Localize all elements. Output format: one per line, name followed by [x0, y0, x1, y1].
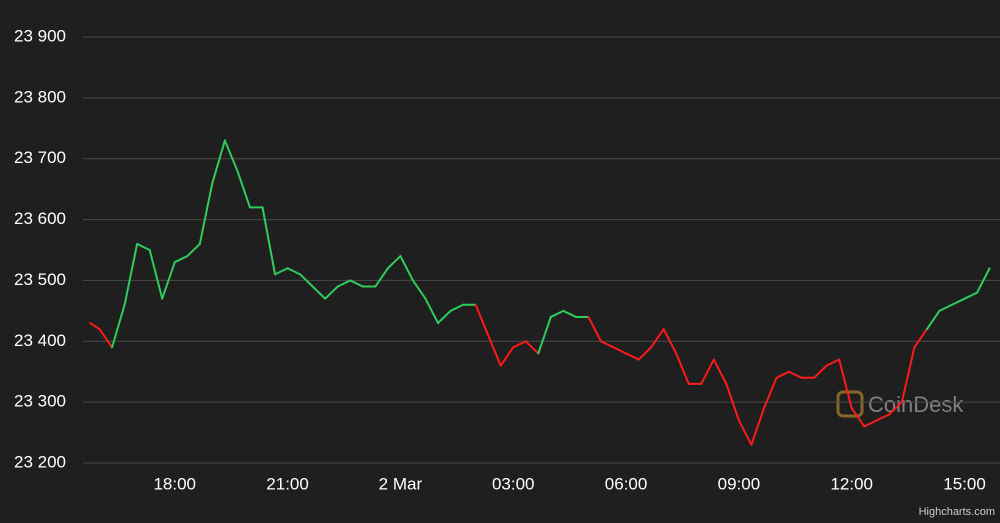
price-segment: [89, 322, 101, 331]
price-segment: [938, 303, 954, 312]
price-segment: [951, 297, 966, 306]
price-segment: [186, 242, 201, 258]
price-segment: [562, 309, 577, 318]
price-segment: [750, 407, 765, 446]
price-segment: [825, 358, 841, 367]
price-segment: [712, 358, 728, 385]
price-segment: [411, 279, 427, 300]
price-segment: [474, 303, 490, 337]
x-tick-label: 09:00: [718, 474, 761, 493]
price-segment: [549, 309, 565, 318]
price-segment: [512, 340, 527, 349]
price-segment: [612, 346, 628, 355]
price-segment: [775, 370, 791, 379]
price-segment: [487, 334, 502, 367]
price-segment: [211, 139, 226, 185]
price-segment: [449, 303, 465, 312]
x-tick-label: 18:00: [153, 474, 196, 493]
price-segment: [198, 182, 214, 245]
price-segment: [788, 370, 803, 379]
price-segment: [424, 297, 440, 325]
price-segment: [98, 328, 114, 349]
x-tick-label: 2 Mar: [379, 474, 423, 493]
x-tick-label: 21:00: [266, 474, 309, 493]
price-segment: [399, 255, 414, 282]
price-segment: [625, 352, 640, 361]
y-tick-label: 23 400: [14, 331, 66, 350]
credits: Highcharts.com: [919, 506, 995, 518]
y-tick-label: 23 800: [14, 87, 66, 106]
price-segment: [374, 267, 389, 288]
price-segment: [700, 358, 715, 385]
price-segment: [524, 340, 540, 355]
price-segment: [875, 413, 891, 422]
price-segment: [850, 407, 866, 428]
price-segment: [437, 309, 452, 325]
price-segment: [286, 267, 302, 276]
y-tick-label: 23 700: [14, 148, 66, 167]
price-segment: [349, 279, 364, 288]
price-segment: [725, 382, 740, 422]
watermark-logo: CoinDesk: [836, 390, 964, 418]
price-segment: [662, 328, 678, 355]
price-segment: [499, 346, 515, 367]
price-segment: [311, 285, 327, 300]
price-segment: [537, 315, 552, 355]
price-segment: [336, 279, 352, 288]
price-segment: [386, 255, 402, 270]
price-segment: [136, 242, 151, 251]
x-tick-label: 12:00: [830, 474, 873, 493]
price-segment: [299, 273, 314, 288]
price-segment: [637, 346, 653, 361]
price-segment: [737, 419, 753, 446]
y-tick-label: 23 900: [14, 26, 66, 45]
price-segment: [274, 267, 289, 276]
watermark: CoinDesk: [868, 392, 964, 417]
price-segment: [148, 249, 164, 300]
price-segment: [913, 328, 928, 349]
y-tick-label: 23 600: [14, 209, 66, 228]
price-segment: [111, 303, 126, 349]
x-tick-label: 03:00: [492, 474, 535, 493]
price-segment: [650, 328, 665, 349]
price-segment: [599, 340, 615, 349]
price-segment: [762, 376, 778, 410]
price-segment: [925, 309, 941, 331]
price-segment: [261, 206, 277, 276]
price-segment: [675, 352, 690, 385]
price-segment: [888, 401, 903, 416]
y-tick-label: 23 200: [14, 452, 66, 471]
price-segment: [963, 291, 979, 300]
price-segment: [838, 358, 853, 410]
price-segment: [324, 285, 339, 300]
price-segment: [813, 364, 828, 379]
price-segment: [223, 139, 239, 172]
price-segment: [863, 419, 878, 428]
price-segment: [587, 315, 602, 343]
price-segment: [976, 267, 991, 294]
x-tick-label: 06:00: [605, 474, 648, 493]
y-tick-label: 23 300: [14, 392, 66, 411]
x-tick-label: 15:00: [943, 474, 986, 493]
price-segment: [123, 242, 139, 306]
price-segment: [161, 261, 176, 300]
price-segment: [173, 255, 189, 264]
price-segment: [236, 169, 251, 209]
price-segment: [900, 346, 916, 404]
y-tick-label: 23 500: [14, 270, 66, 289]
